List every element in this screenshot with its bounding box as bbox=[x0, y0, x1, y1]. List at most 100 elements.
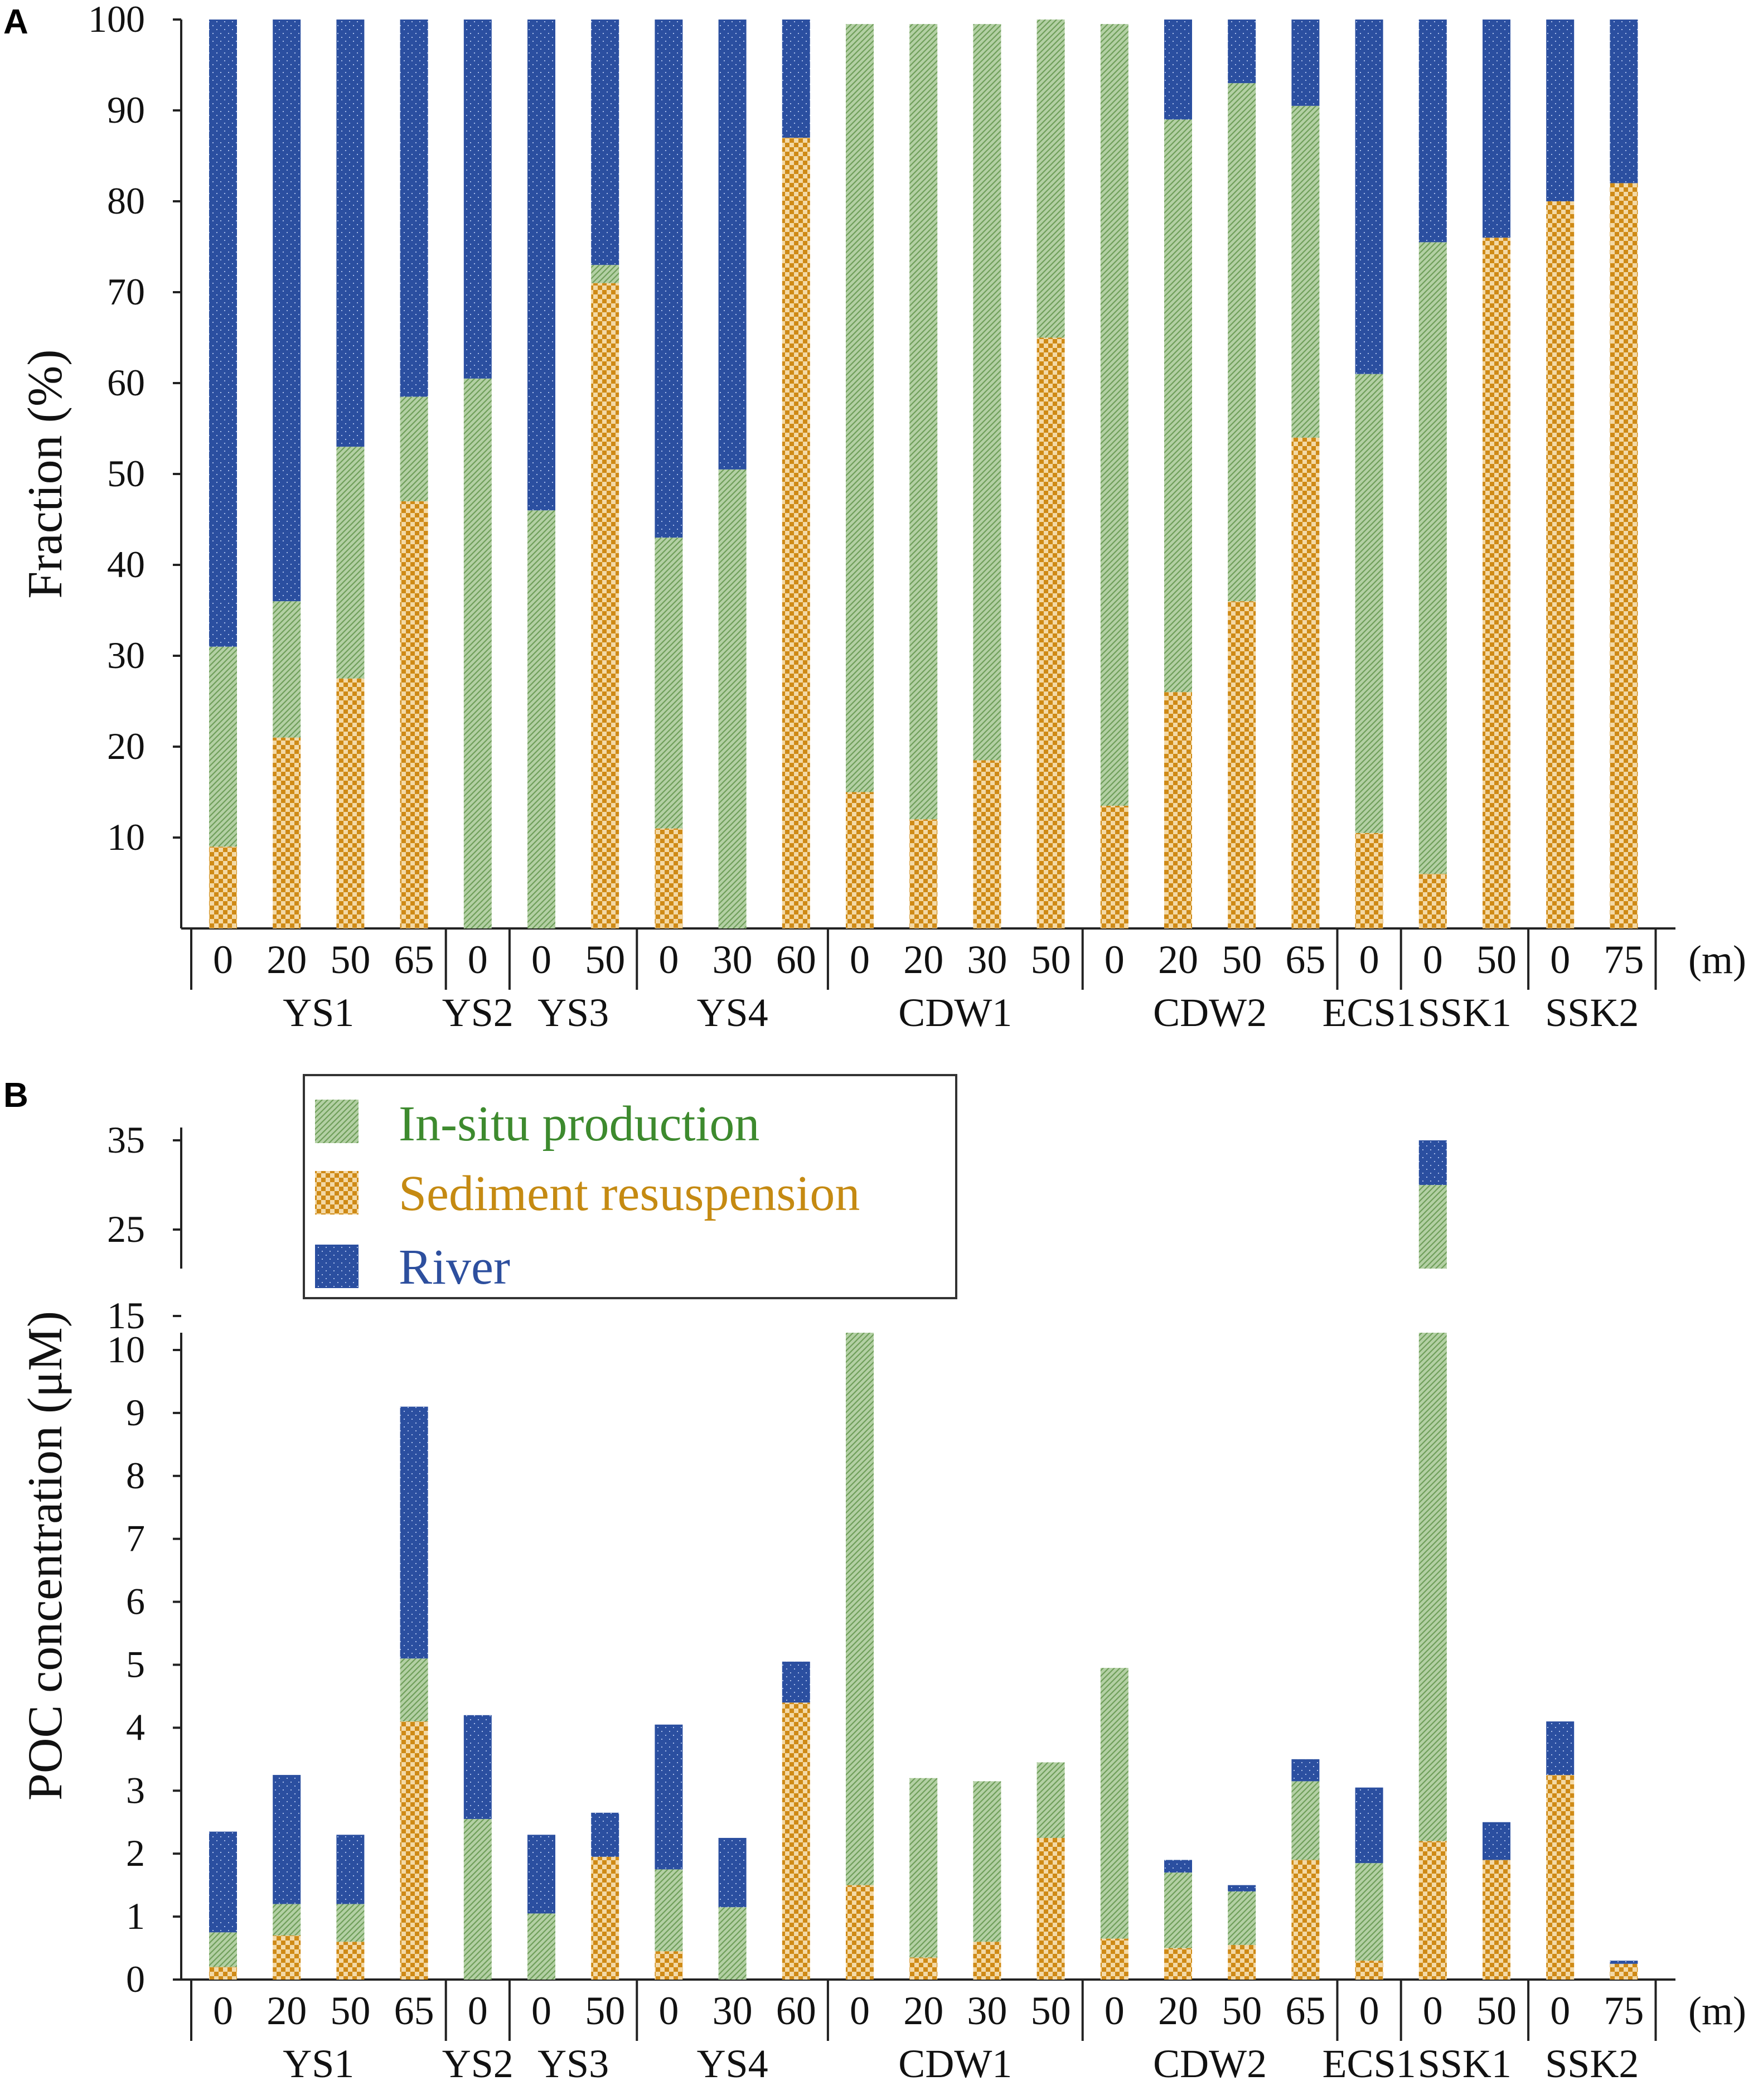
bar-segment-river bbox=[336, 1835, 365, 1904]
bar-segment-insitu bbox=[1291, 1781, 1320, 1860]
bar-segment-insitu bbox=[973, 24, 1001, 761]
y-tick-label: 50 bbox=[107, 452, 145, 495]
bar-segment-insitu bbox=[1164, 119, 1192, 693]
x-tick-label: 50 bbox=[1031, 1988, 1071, 2033]
legend-swatch-insitu bbox=[315, 1100, 359, 1143]
station-label: SSK1 bbox=[1418, 2041, 1512, 2086]
bar-segment-river bbox=[463, 20, 492, 379]
bar-segment-sediment bbox=[1418, 874, 1447, 928]
station-label: CDW2 bbox=[1153, 2041, 1267, 2086]
bar-segment-river bbox=[336, 20, 365, 447]
bar-segment-river bbox=[1291, 20, 1320, 106]
x-tick-label: 50 bbox=[330, 937, 370, 982]
x-tick-label: 65 bbox=[394, 937, 434, 982]
x-tick-label: 0 bbox=[658, 1988, 679, 2033]
bar-segment-river bbox=[782, 1661, 810, 1703]
bar-segment-river bbox=[400, 20, 428, 397]
bar-segment-insitu bbox=[1100, 24, 1128, 806]
x-tick-label: 0 bbox=[850, 1988, 870, 2033]
bar-segment-river bbox=[1228, 20, 1256, 84]
y-tick-label: 40 bbox=[107, 543, 145, 586]
x-tick-label: 0 bbox=[213, 937, 233, 982]
x-tick-label: 0 bbox=[1359, 937, 1379, 982]
bar-segment-river bbox=[1418, 1140, 1447, 1185]
bar-segment-sediment bbox=[909, 819, 938, 928]
bar-segment-river bbox=[1418, 20, 1447, 243]
bar-segment-sediment bbox=[1291, 437, 1320, 928]
y-axis-label-a: Fraction (%) bbox=[18, 349, 72, 598]
bar-segment-insitu bbox=[400, 396, 428, 501]
bar-segment-river bbox=[1164, 1860, 1192, 1873]
x-tick-label: 30 bbox=[713, 937, 753, 982]
bar-segment-insitu bbox=[655, 538, 683, 829]
bar-segment-insitu bbox=[527, 510, 555, 928]
x-tick-label: 30 bbox=[967, 937, 1007, 982]
x-tick-label: 0 bbox=[1359, 1988, 1379, 2033]
x-tick-label: 20 bbox=[267, 1988, 307, 2033]
bar-segment-insitu bbox=[336, 447, 365, 679]
y-tick-label: 3 bbox=[126, 1769, 145, 1811]
bar-segment-insitu bbox=[1355, 374, 1383, 833]
bar-segment-sediment bbox=[1037, 1837, 1065, 1980]
unit-label: (m) bbox=[1688, 937, 1746, 982]
bar-segment-river bbox=[718, 20, 747, 470]
bar-segment-insitu bbox=[209, 646, 237, 847]
bar-segment-river bbox=[1610, 1961, 1638, 1964]
station-label: CDW1 bbox=[898, 2041, 1012, 2086]
legend-box bbox=[303, 1074, 957, 1299]
bars-a bbox=[209, 20, 1638, 929]
bar-segment-insitu bbox=[973, 1781, 1001, 1942]
station-label: YS3 bbox=[537, 990, 609, 1035]
bar-segment-insitu bbox=[909, 1778, 938, 1958]
bar-segment-sediment bbox=[782, 1702, 810, 1980]
x-tick-label: 50 bbox=[1476, 937, 1517, 982]
bar-segment-river bbox=[1355, 20, 1383, 374]
x-tick-label: 30 bbox=[967, 1988, 1007, 2033]
bar-segment-river bbox=[527, 20, 555, 511]
bar-segment-sediment bbox=[591, 1856, 619, 1980]
bar-segment-insitu bbox=[846, 1317, 874, 1885]
bar-segment-insitu bbox=[1164, 1872, 1192, 1948]
bar-segment-insitu bbox=[527, 1913, 555, 1980]
x-tick-label: 50 bbox=[1476, 1988, 1517, 2033]
x-tick-label: 0 bbox=[1423, 937, 1443, 982]
y-tick-label: 90 bbox=[107, 89, 145, 131]
x-tick-label: 20 bbox=[1158, 937, 1198, 982]
y-tick-label: 80 bbox=[107, 180, 145, 222]
bars-b bbox=[182, 1140, 1676, 1980]
bar-segment-sediment bbox=[209, 1967, 237, 1980]
bar-segment-river bbox=[1483, 1822, 1510, 1860]
bar-segment-sediment bbox=[1164, 1948, 1192, 1980]
bar-segment-sediment bbox=[1037, 337, 1065, 928]
bar-segment-insitu bbox=[273, 601, 301, 738]
y-tick-label: 15 bbox=[107, 1294, 145, 1337]
x-tick-label: 30 bbox=[713, 1988, 753, 2033]
y-tick-label: 0 bbox=[126, 1958, 145, 2000]
bar-segment-insitu bbox=[336, 1904, 365, 1942]
bar-segment-insitu bbox=[909, 24, 938, 820]
bar-segment-insitu bbox=[1100, 1668, 1128, 1939]
bar-segment-sediment bbox=[1483, 238, 1510, 929]
x-tick-label: 50 bbox=[585, 1988, 625, 2033]
legend-label-river: River bbox=[399, 1240, 510, 1295]
x-tick-label: 50 bbox=[1031, 937, 1071, 982]
bar-segment-river bbox=[1546, 1721, 1575, 1775]
y-tick-label: 7 bbox=[126, 1517, 145, 1560]
bar-segment-insitu bbox=[1291, 105, 1320, 438]
bar-segment-river bbox=[527, 1835, 555, 1914]
x-tick-label: 50 bbox=[1222, 937, 1262, 982]
unit-label: (m) bbox=[1688, 1988, 1746, 2033]
bar-segment-insitu bbox=[400, 1658, 428, 1722]
x-tick-label: 0 bbox=[468, 937, 488, 982]
bar-segment-insitu bbox=[273, 1904, 301, 1936]
bar-segment-river bbox=[1483, 20, 1510, 238]
legend-swatch-sediment bbox=[315, 1171, 359, 1214]
x-tick-label: 0 bbox=[531, 937, 551, 982]
station-label: YS4 bbox=[697, 2041, 768, 2086]
station-label: SSK2 bbox=[1545, 990, 1639, 1035]
bar-segment-sediment bbox=[655, 828, 683, 928]
bar-segment-sediment bbox=[336, 1942, 365, 1980]
bar-segment-sediment bbox=[1610, 183, 1638, 928]
